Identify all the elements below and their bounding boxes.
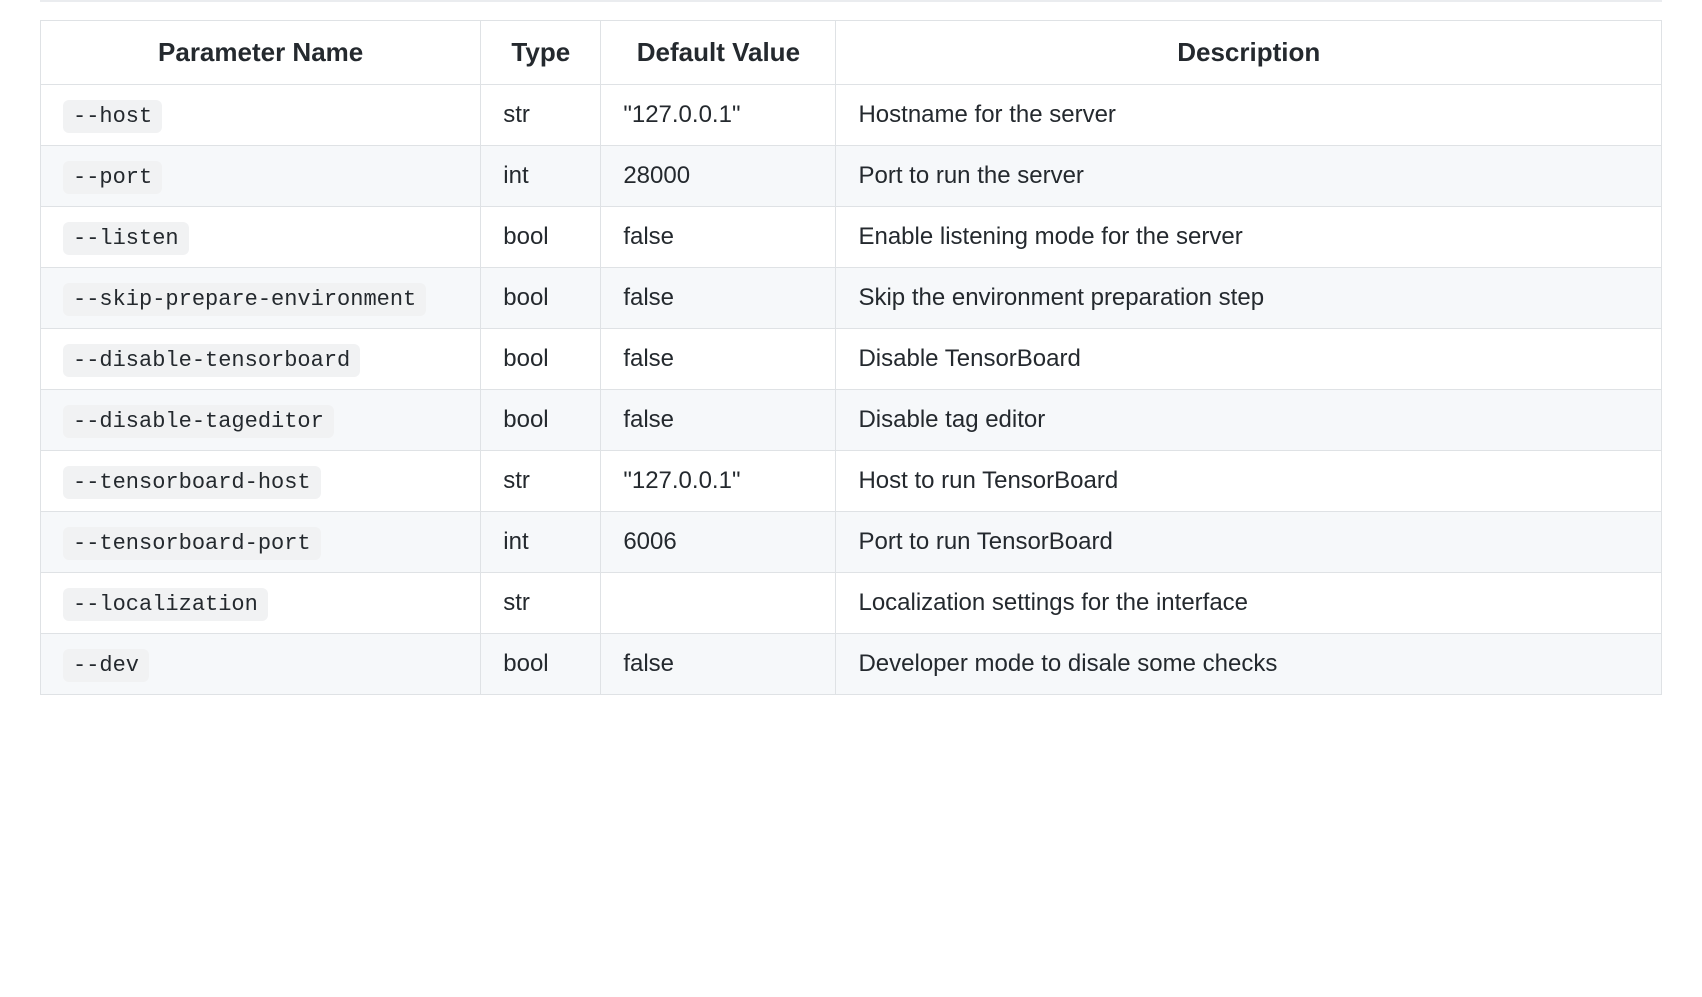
- cell-parameter: --disable-tensorboard: [41, 329, 481, 390]
- cell-parameter: --port: [41, 146, 481, 207]
- table-row: --skip-prepare-environment boolfalseSkip …: [41, 268, 1662, 329]
- cell-default: 28000: [601, 146, 836, 207]
- cell-default: false: [601, 634, 836, 695]
- cell-description: Localization settings for the interface: [836, 573, 1662, 634]
- cell-description: Hostname for the server: [836, 85, 1662, 146]
- cell-parameter: --tensorboard-port: [41, 512, 481, 573]
- cell-parameter: --listen: [41, 207, 481, 268]
- parameter-code: --disable-tageditor: [63, 405, 334, 438]
- top-divider: [40, 0, 1662, 2]
- cell-type: bool: [481, 390, 601, 451]
- cell-parameter: --localization: [41, 573, 481, 634]
- cell-type: int: [481, 146, 601, 207]
- cell-parameter: --tensorboard-host: [41, 451, 481, 512]
- table-row: --port int28000Port to run the server: [41, 146, 1662, 207]
- table-row: --disable-tensorboard boolfalseDisable Te…: [41, 329, 1662, 390]
- parameter-code: --tensorboard-host: [63, 466, 321, 499]
- parameters-table: Parameter Name Type Default Value Descri…: [40, 20, 1662, 695]
- cell-type: bool: [481, 329, 601, 390]
- parameter-code: --dev: [63, 649, 149, 682]
- parameter-code: --port: [63, 161, 162, 194]
- cell-default: false: [601, 390, 836, 451]
- cell-description: Port to run the server: [836, 146, 1662, 207]
- cell-description: Developer mode to disale some checks: [836, 634, 1662, 695]
- cell-type: bool: [481, 268, 601, 329]
- cell-type: bool: [481, 634, 601, 695]
- parameter-code: --disable-tensorboard: [63, 344, 360, 377]
- cell-default: false: [601, 207, 836, 268]
- cell-default: "127.0.0.1": [601, 451, 836, 512]
- col-header-type: Type: [481, 21, 601, 85]
- table-row: --dev boolfalseDeveloper mode to disale s…: [41, 634, 1662, 695]
- table-row: --localization str Localization settings f…: [41, 573, 1662, 634]
- cell-type: str: [481, 85, 601, 146]
- cell-default: 6006: [601, 512, 836, 573]
- cell-type: int: [481, 512, 601, 573]
- cell-description: Disable TensorBoard: [836, 329, 1662, 390]
- cell-type: str: [481, 573, 601, 634]
- cell-parameter: --skip-prepare-environment: [41, 268, 481, 329]
- cell-description: Skip the environment preparation step: [836, 268, 1662, 329]
- table-row: --host str"127.0.0.1"Hostname for the ser…: [41, 85, 1662, 146]
- col-header-description: Description: [836, 21, 1662, 85]
- table-row: --listen boolfalseEnable listening mode f…: [41, 207, 1662, 268]
- parameter-code: --tensorboard-port: [63, 527, 321, 560]
- cell-type: bool: [481, 207, 601, 268]
- cell-default: false: [601, 268, 836, 329]
- parameter-code: --host: [63, 100, 162, 133]
- cell-default: [601, 573, 836, 634]
- table-header-row: Parameter Name Type Default Value Descri…: [41, 21, 1662, 85]
- cell-type: str: [481, 451, 601, 512]
- cell-description: Enable listening mode for the server: [836, 207, 1662, 268]
- page-container: Parameter Name Type Default Value Descri…: [0, 0, 1702, 735]
- cell-description: Host to run TensorBoard: [836, 451, 1662, 512]
- parameter-code: --listen: [63, 222, 189, 255]
- cell-parameter: --dev: [41, 634, 481, 695]
- cell-default: false: [601, 329, 836, 390]
- cell-parameter: --host: [41, 85, 481, 146]
- cell-description: Disable tag editor: [836, 390, 1662, 451]
- cell-description: Port to run TensorBoard: [836, 512, 1662, 573]
- cell-default: "127.0.0.1": [601, 85, 836, 146]
- col-header-default: Default Value: [601, 21, 836, 85]
- parameter-code: --localization: [63, 588, 268, 621]
- table-row: --disable-tageditor boolfalseDisable tag …: [41, 390, 1662, 451]
- col-header-parameter: Parameter Name: [41, 21, 481, 85]
- table-row: --tensorboard-host str"127.0.0.1"Host to …: [41, 451, 1662, 512]
- cell-parameter: --disable-tageditor: [41, 390, 481, 451]
- table-row: --tensorboard-port int6006Port to run Ten…: [41, 512, 1662, 573]
- parameter-code: --skip-prepare-environment: [63, 283, 426, 316]
